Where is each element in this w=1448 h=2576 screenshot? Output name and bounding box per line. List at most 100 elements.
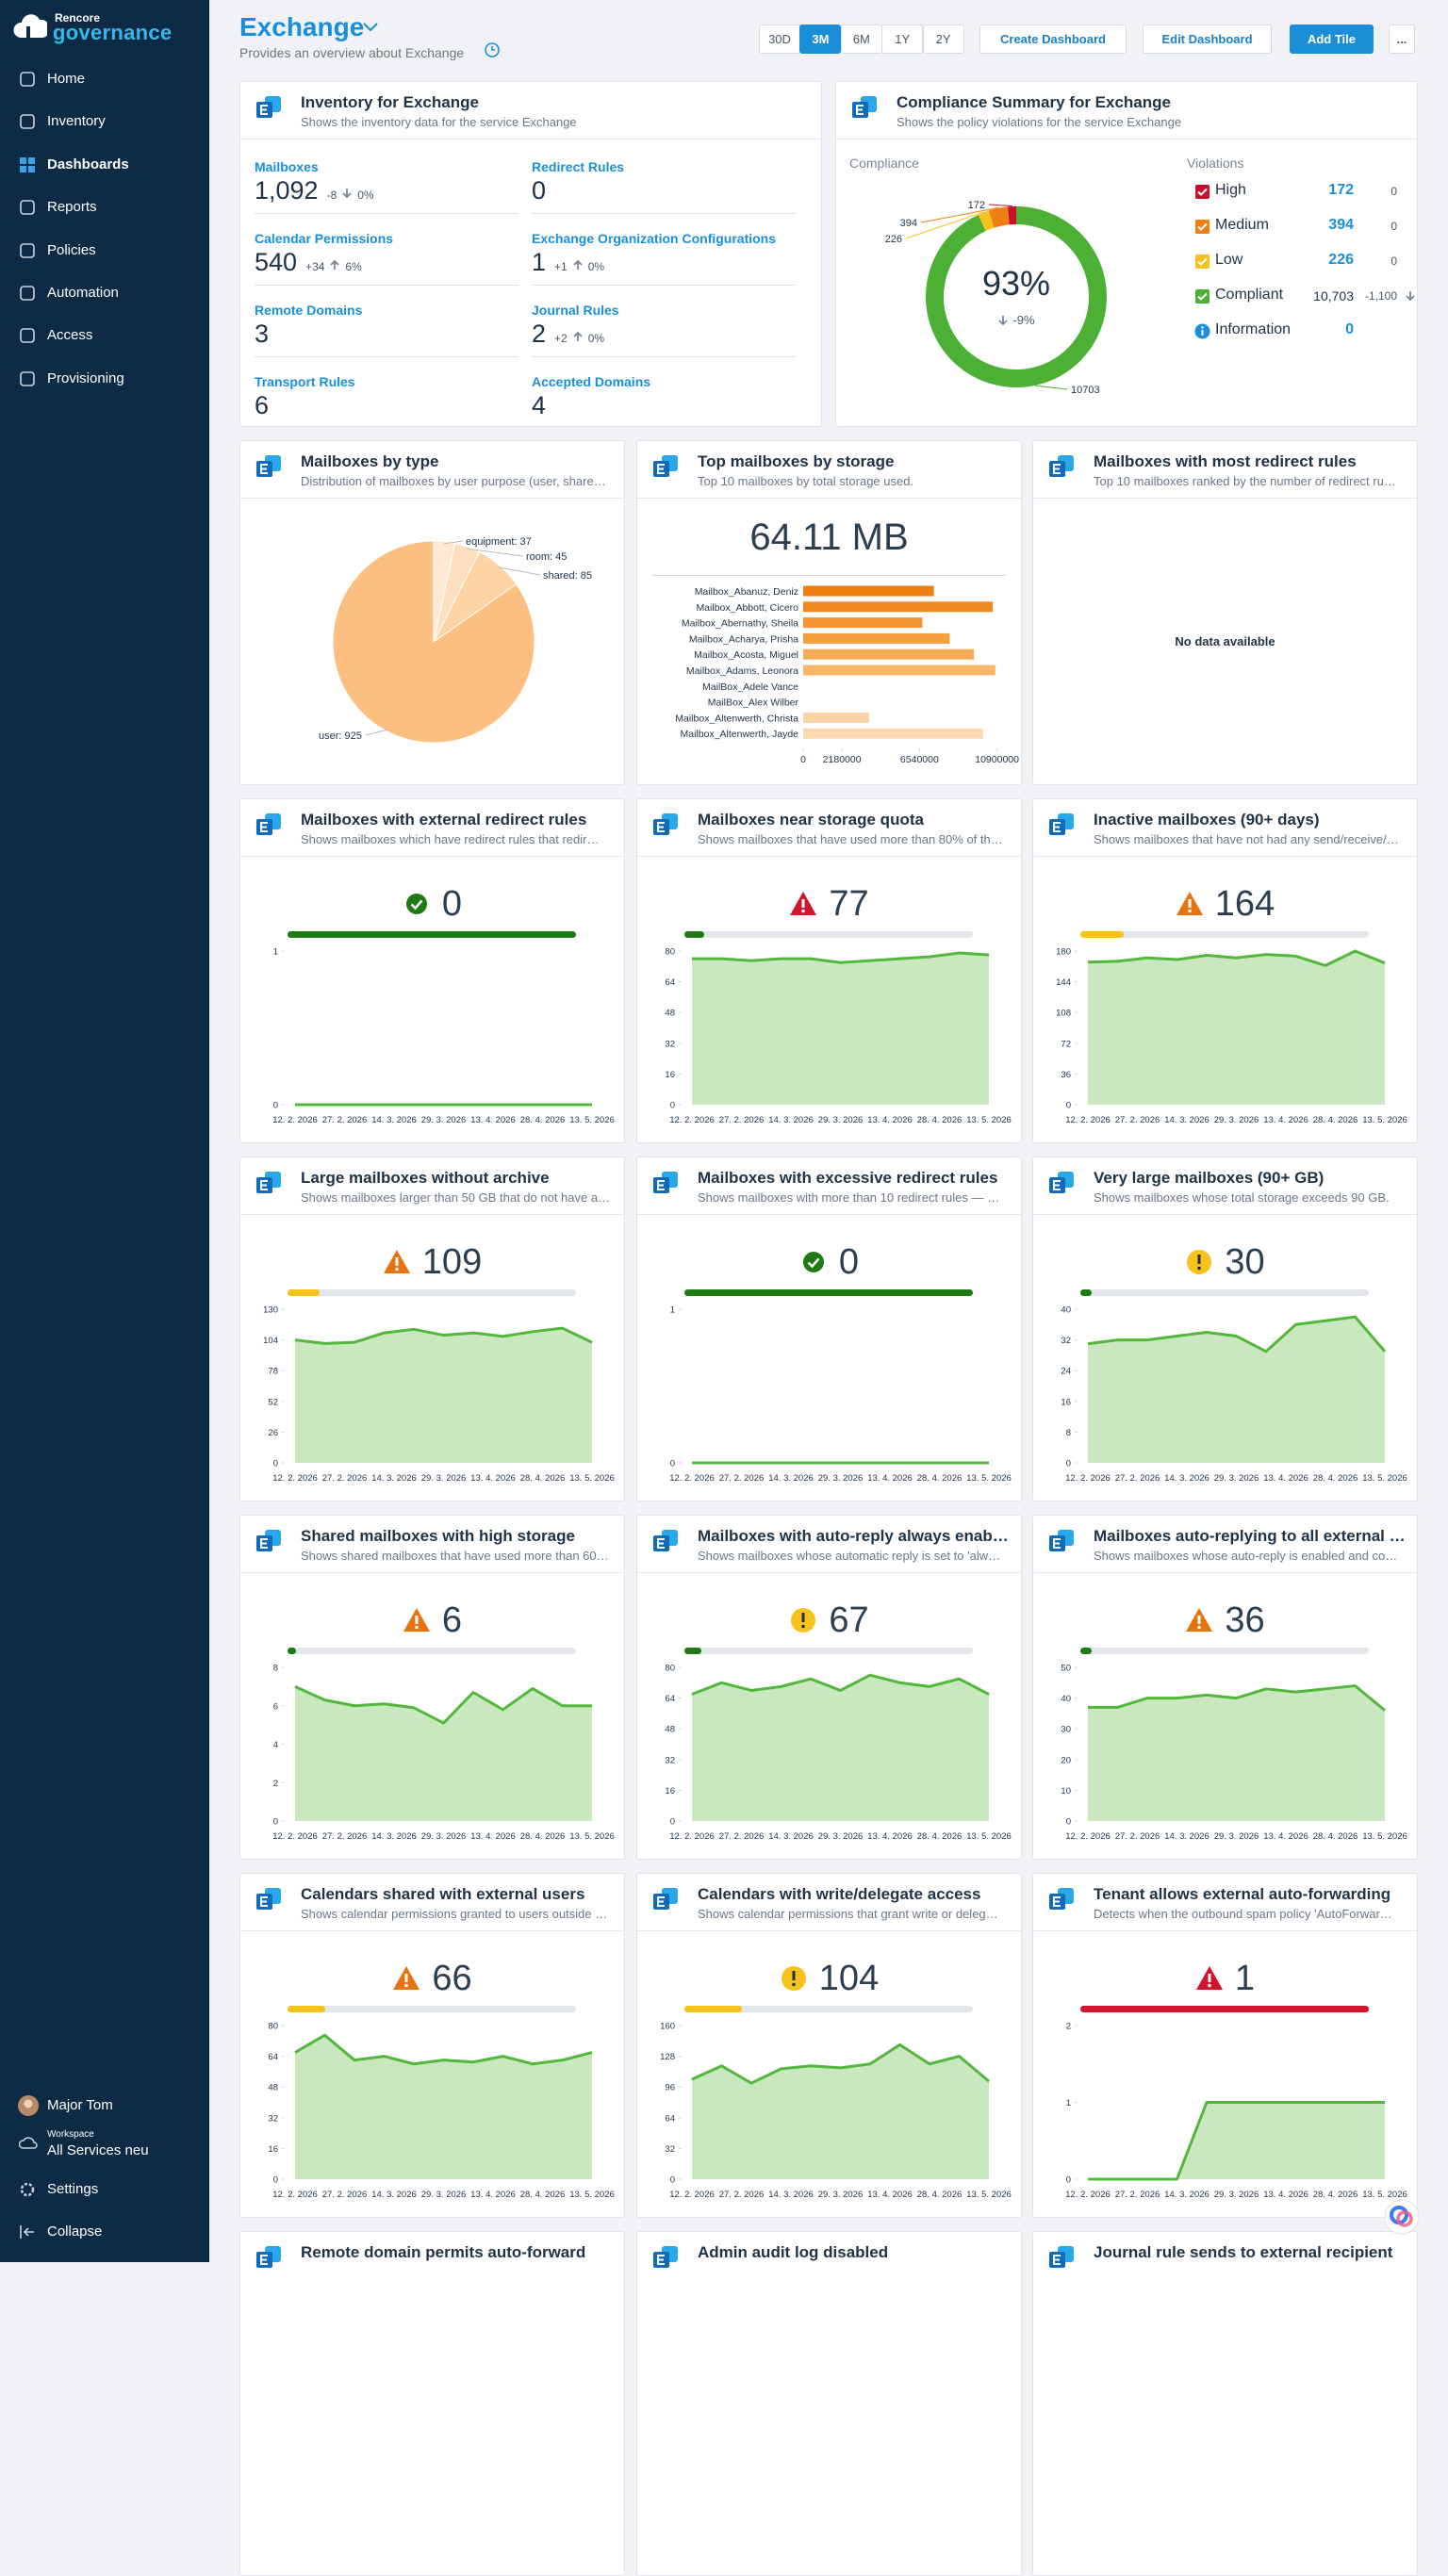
tile-divider xyxy=(1033,498,1417,499)
range-button[interactable]: 30D xyxy=(759,25,800,54)
nav-item[interactable]: Policies xyxy=(0,238,209,264)
icon-shape xyxy=(21,73,34,86)
y-tick-label: 48 xyxy=(665,1009,675,1019)
tile-subtitle: Detects when the outbound spam policy 'A… xyxy=(1094,1907,1406,1921)
x-tick-label: 13. 5. 2026 xyxy=(966,2190,1012,2200)
y-tick-label: 1 xyxy=(273,947,278,958)
x-tick-label: 13. 5. 2026 xyxy=(569,2190,615,2200)
y-tick-label: 80 xyxy=(268,2022,278,2032)
tile-value: 109 xyxy=(422,1242,482,1283)
avatar-head xyxy=(25,2100,33,2108)
y-tick-label: 0 xyxy=(1066,2175,1071,2186)
y-tick-label: 32 xyxy=(665,1039,675,1049)
x-tick-label: 12. 2. 2026 xyxy=(272,1831,318,1842)
nav-label: Home xyxy=(47,71,85,87)
status-icon xyxy=(789,1606,817,1634)
x-tick-label: 12. 2. 2026 xyxy=(272,1115,318,1125)
violation-name: Low xyxy=(1215,252,1242,269)
y-tick-label: 16 xyxy=(665,1070,675,1080)
tile-divider xyxy=(637,1572,1021,1573)
bar xyxy=(803,633,949,644)
bang xyxy=(395,1257,398,1266)
collapse[interactable]: Collapse xyxy=(47,2223,102,2240)
add-tile-button[interactable]: Add Tile xyxy=(1290,25,1374,54)
header-button[interactable]: Create Dashboard xyxy=(979,25,1127,54)
inventory-value-row: 3 xyxy=(255,320,269,349)
y-tick-label: 0 xyxy=(273,1101,278,1111)
nav-icon xyxy=(19,156,36,173)
icon-cell xyxy=(20,166,26,172)
x-tick-label: 27. 2. 2026 xyxy=(1115,1473,1160,1484)
donut-segment xyxy=(992,216,1009,220)
exchange-icon xyxy=(1048,1886,1075,1912)
y-tick-label: 32 xyxy=(665,2144,675,2155)
range-button[interactable]: 3M xyxy=(799,25,841,54)
value-row: 30 xyxy=(1033,1240,1417,1284)
x-tick-label: 13. 4. 2026 xyxy=(1263,1473,1308,1484)
x-tick-label: 28. 4. 2026 xyxy=(520,1115,566,1125)
nav-item[interactable]: Provisioning xyxy=(0,366,209,392)
user-name: Major Tom xyxy=(47,2097,113,2113)
range-button[interactable]: 1Y xyxy=(881,25,923,54)
trend-tile: Calendars with write/delegate access Show… xyxy=(636,1873,1022,2218)
bang-dot xyxy=(415,1626,419,1630)
arrow-holder xyxy=(572,259,584,271)
y-tick-label: 0 xyxy=(1066,1101,1071,1111)
tile-title: Calendars with write/delegate access xyxy=(698,1885,1010,1904)
value-row: 77 xyxy=(637,882,1021,926)
violation-delta: 0 xyxy=(1350,254,1397,268)
trend-area xyxy=(295,1686,592,1821)
pie-label: room: 45 xyxy=(526,551,567,563)
nav-item[interactable]: Home xyxy=(0,66,209,92)
inventory-label: Accepted Domains xyxy=(532,374,650,389)
inventory-divider xyxy=(532,285,796,286)
history-icon xyxy=(484,41,501,58)
nav-item[interactable]: Reports xyxy=(0,194,209,221)
tile-title: Remote domain permits auto-forward xyxy=(301,2243,613,2262)
workspace[interactable]: All Services neu xyxy=(47,2142,149,2158)
assistant-button[interactable] xyxy=(1384,2199,1420,2235)
violation-value: 0 xyxy=(1278,321,1354,338)
x-tick-label: 14. 3. 2026 xyxy=(768,1831,814,1842)
progress-fill xyxy=(684,1648,701,1654)
page-title[interactable]: Exchange xyxy=(239,12,364,42)
x-tick-label: 29. 3. 2026 xyxy=(421,1831,467,1842)
bar xyxy=(803,601,993,612)
nav-item[interactable]: Inventory xyxy=(0,108,209,135)
y-tick-label: 130 xyxy=(263,1305,278,1316)
nav-item[interactable]: Access xyxy=(0,322,209,349)
x-tick-label: 29. 3. 2026 xyxy=(421,2190,467,2200)
inventory-divider xyxy=(255,356,518,357)
tile-subtitle: Shows calendar permissions granted to us… xyxy=(301,1907,613,1921)
range-button[interactable]: 2Y xyxy=(923,25,964,54)
x-tick-label: 13. 5. 2026 xyxy=(966,1115,1012,1125)
status-icon xyxy=(789,890,817,918)
x-tick-label: 14. 3. 2026 xyxy=(371,2190,417,2200)
arrow xyxy=(331,261,338,270)
tile-subtitle: Shows calendar permissions that grant wr… xyxy=(698,1907,1010,1921)
header-button[interactable]: Edit Dashboard xyxy=(1143,25,1272,54)
settings[interactable]: Settings xyxy=(47,2181,98,2197)
nav-item[interactable]: Dashboards xyxy=(0,152,209,178)
value-row: 67 xyxy=(637,1599,1021,1642)
nav-item[interactable]: Automation xyxy=(0,280,209,306)
ok-circle xyxy=(406,894,427,914)
inventory-delta-pct: 0% xyxy=(588,332,604,345)
y-tick-label: 50 xyxy=(1061,1664,1071,1674)
violation-delta: 0 xyxy=(1350,185,1397,198)
bar-category: Mailbox_Acharya, Prisha xyxy=(689,633,798,645)
inventory-value: 2 xyxy=(532,320,546,349)
arrow xyxy=(1407,291,1414,300)
more-button[interactable]: ... xyxy=(1389,25,1415,54)
progress-fill xyxy=(684,931,704,938)
violation-delta: -1,100 xyxy=(1350,289,1397,303)
checkbox xyxy=(1195,289,1209,304)
range-button[interactable]: 6M xyxy=(841,25,882,54)
